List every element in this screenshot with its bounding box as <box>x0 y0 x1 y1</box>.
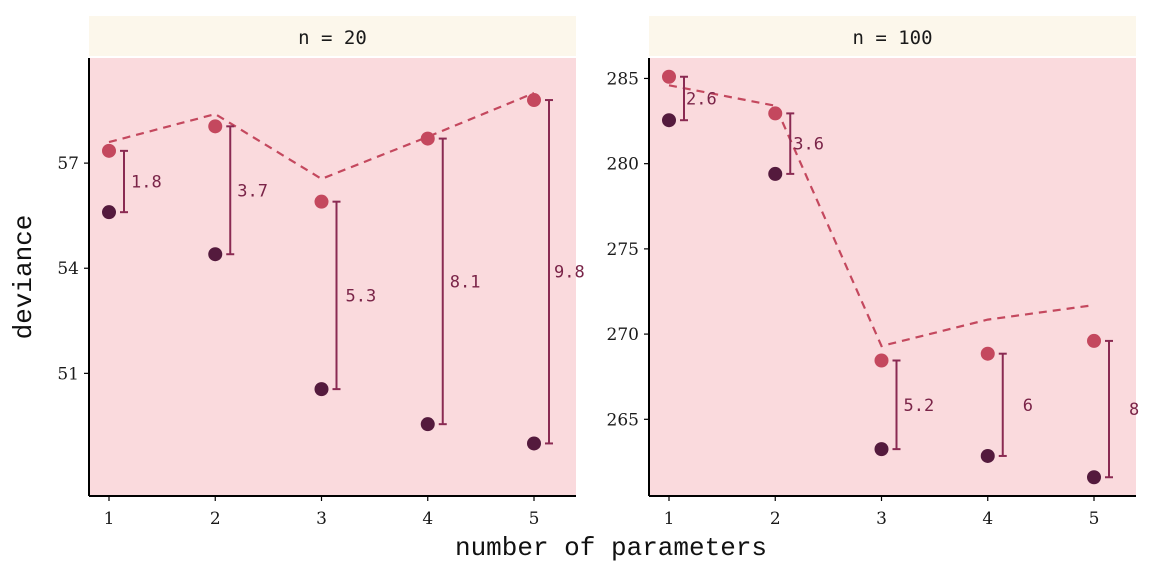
panel-2-y-tick-label: 270 <box>607 325 639 345</box>
panel-2-in-sample-point <box>662 113 676 128</box>
panel-1-y-tick-label: 51 <box>57 364 79 384</box>
panel-2-x-tick-label: 4 <box>982 509 993 529</box>
panel-2-x-tick-label: 5 <box>1089 509 1100 529</box>
panel-2-y-tick-label: 265 <box>607 410 639 430</box>
x-axis-title: number of parameters <box>455 533 767 563</box>
panel-2-out-of-sample-point <box>874 353 889 368</box>
panel-1-x-tick-label: 3 <box>316 509 327 529</box>
panel-2-dashed-line <box>668 84 1095 348</box>
panel-1-diff-label: 8.1 <box>450 272 481 292</box>
panel-1-in-sample-point <box>314 382 329 397</box>
panel-1-diff-label: 9.8 <box>554 263 585 283</box>
panel-2-x-tick-label: 1 <box>664 509 675 529</box>
panel-1-out-of-sample-point <box>208 119 223 134</box>
y-axis-title: deviance <box>9 215 39 340</box>
panel-1-y-tick-label: 57 <box>57 154 79 174</box>
panel-2-diff-label: 3.6 <box>793 135 824 155</box>
panel-1-in-sample-point <box>527 436 541 451</box>
panel-1-background <box>89 58 576 496</box>
panel-2-out-of-sample-point <box>1087 333 1101 348</box>
panel-1-strip <box>89 16 576 56</box>
panel-2-x-tick-label: 2 <box>770 509 781 529</box>
panel-2-out-of-sample-point <box>662 69 676 84</box>
panel-2-in-sample-point <box>980 448 995 463</box>
panel-1-strip-label: n = 20 <box>298 27 367 49</box>
panel-1-diff-label: 3.7 <box>237 181 268 201</box>
panel-1-dashed-line <box>108 92 535 181</box>
panel-1-x-tick-label: 4 <box>422 509 433 529</box>
panel-1-in-sample-point <box>420 417 435 432</box>
panel-2-strip-label: n = 100 <box>852 27 932 49</box>
panel-2-in-sample-point <box>874 442 889 457</box>
panel-2-x-tick-label: 3 <box>876 509 887 529</box>
panel-1-x-tick-label: 5 <box>529 509 540 529</box>
panel-1-diff-label: 5.3 <box>346 286 377 306</box>
panel-2-diff-label: 8 <box>1129 400 1139 420</box>
panel-2-y-tick-label: 275 <box>607 240 639 260</box>
panel-2-out-of-sample-point <box>768 106 783 121</box>
panel-1-y-tick-label: 54 <box>57 259 79 279</box>
panel-1-out-of-sample-point <box>314 194 329 209</box>
panel-2-y-tick-label: 280 <box>607 155 639 175</box>
panel-2-background <box>649 58 1136 496</box>
panel-1-out-of-sample-point <box>102 143 116 158</box>
panel-2-out-of-sample-point <box>980 346 995 361</box>
panel-1-in-sample-point <box>208 247 223 262</box>
panel-2-diff-label: 6 <box>1023 396 1033 416</box>
panel-1-x-tick-label: 1 <box>104 509 115 529</box>
panel-1-diff-label: 1.8 <box>131 173 162 193</box>
panel-2-diff-label: 2.6 <box>686 89 717 109</box>
panel-2-diff-label: 5.2 <box>904 396 935 416</box>
panel-1-x-tick-label: 2 <box>210 509 221 529</box>
panel-1-out-of-sample-point <box>420 131 435 146</box>
panel-1-out-of-sample-point <box>527 93 541 108</box>
panel-2-y-tick-label: 285 <box>607 69 639 89</box>
panel-2-strip <box>649 16 1136 56</box>
panel-2-in-sample-point <box>1087 470 1101 485</box>
panel-2-in-sample-point <box>768 166 783 181</box>
panel-1-in-sample-point <box>102 205 116 220</box>
